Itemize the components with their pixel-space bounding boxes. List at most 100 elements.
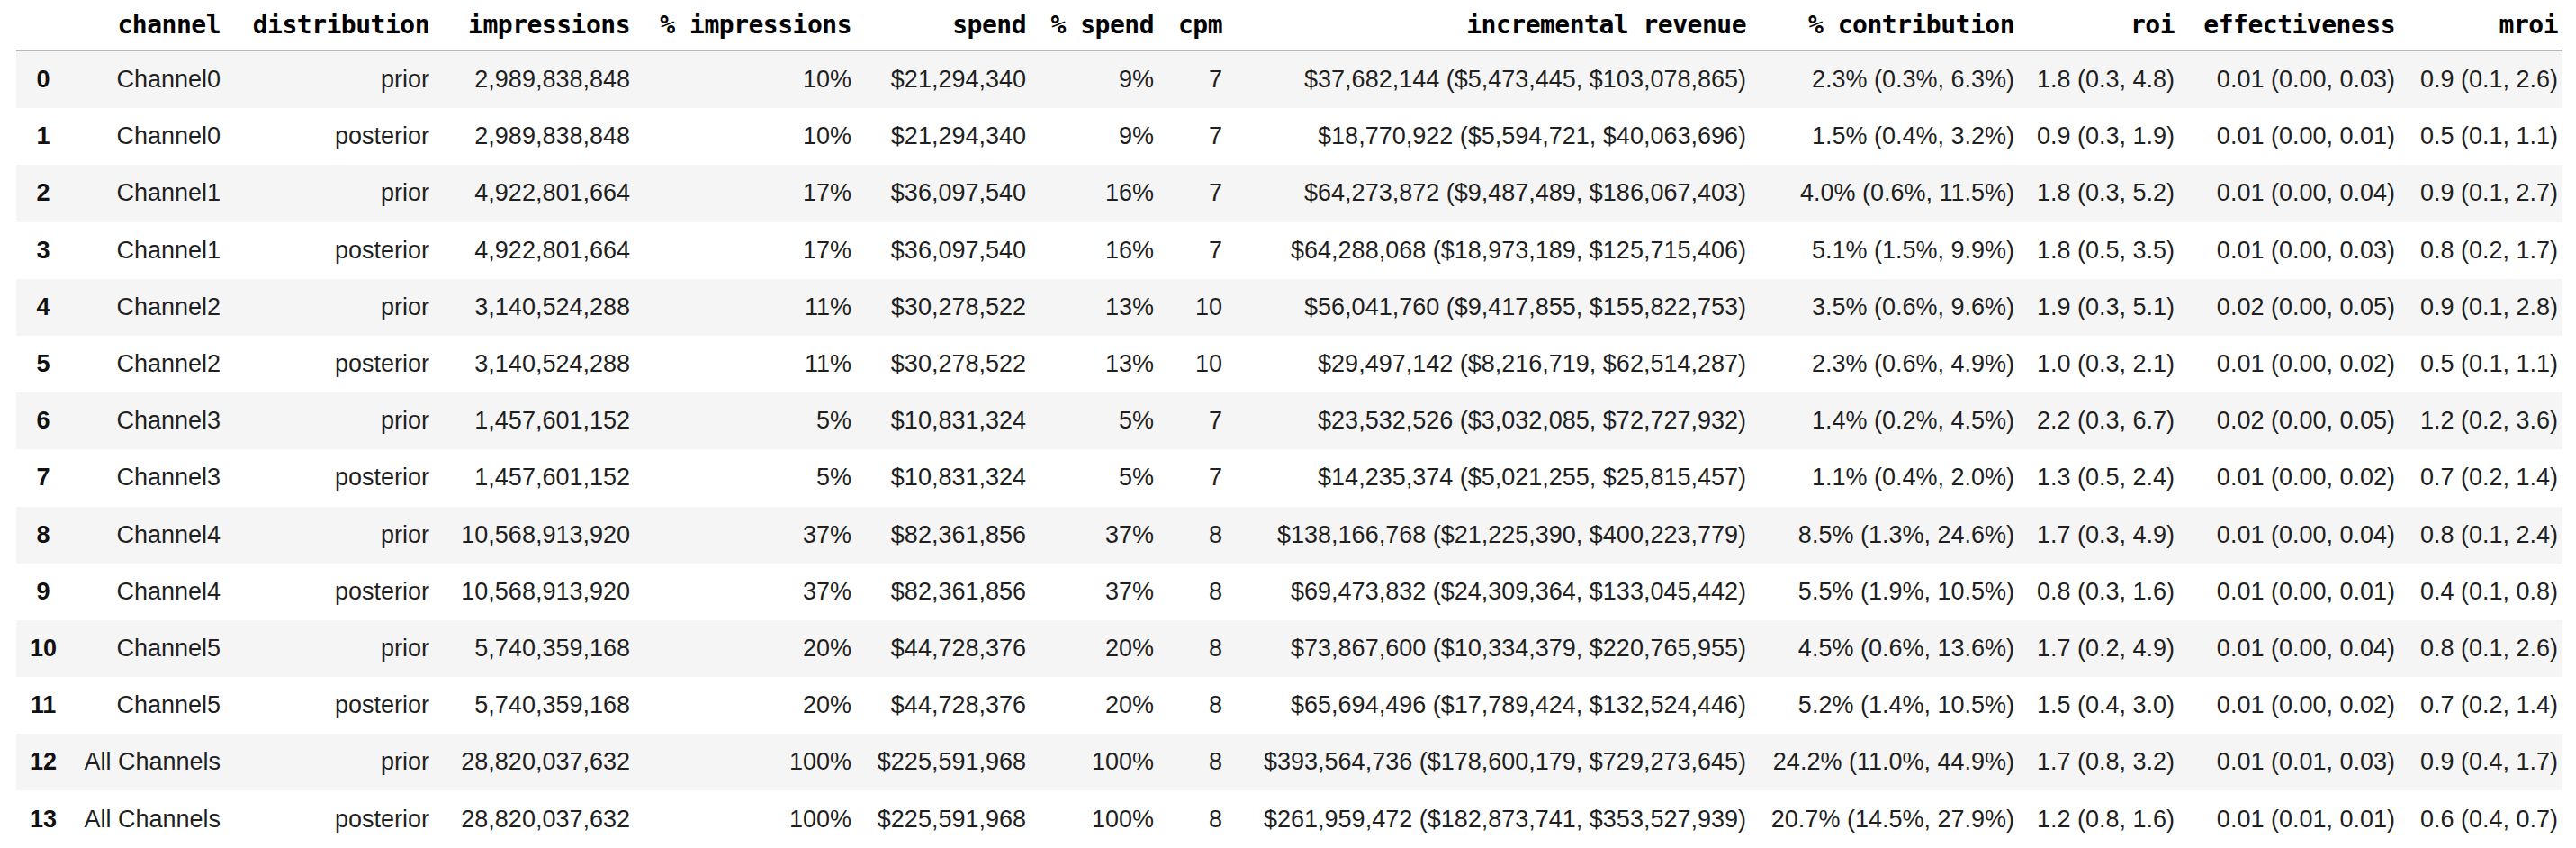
table-row: 5 Channel2 posterior 3,140,524,288 11% $… (16, 336, 2562, 392)
cell-effectiveness: 0.01 (0.00, 0.02) (2175, 336, 2395, 392)
cell-effectiveness: 0.01 (0.00, 0.03) (2175, 222, 2395, 279)
cell-channel: Channel5 (70, 620, 221, 677)
cell-channel: Channel3 (70, 392, 221, 449)
cell-cpm: 8 (1154, 734, 1222, 790)
cell-spend: $30,278,522 (851, 279, 1026, 336)
cell-impressions: 1,457,601,152 (429, 449, 630, 506)
cell-incremental-revenue: $64,288,068 ($18,973,189, $125,715,406) (1222, 222, 1746, 279)
cell-spend: $82,361,856 (851, 564, 1026, 620)
cell-impressions: 10,568,913,920 (429, 507, 630, 564)
cell-pct-spend: 16% (1026, 222, 1154, 279)
cell-roi: 1.8 (0.5, 3.5) (2014, 222, 2175, 279)
cell-incremental-revenue: $138,166,768 ($21,225,390, $400,223,779) (1222, 507, 1746, 564)
cell-pct-impressions: 37% (630, 564, 851, 620)
table-row: 6 Channel3 prior 1,457,601,152 5% $10,83… (16, 392, 2562, 449)
table-row: 2 Channel1 prior 4,922,801,664 17% $36,0… (16, 165, 2562, 221)
cell-effectiveness: 0.01 (0.00, 0.02) (2175, 677, 2395, 734)
cell-incremental-revenue: $73,867,600 ($10,334,379, $220,765,955) (1222, 620, 1746, 677)
cell-impressions: 5,740,359,168 (429, 620, 630, 677)
header-row: channel distribution impressions % impre… (16, 0, 2562, 50)
cell-row-index: 13 (16, 790, 70, 847)
table-row: 10 Channel5 prior 5,740,359,168 20% $44,… (16, 620, 2562, 677)
cell-pct-contribution: 2.3% (0.3%, 6.3%) (1746, 50, 2014, 108)
cell-effectiveness: 0.01 (0.00, 0.04) (2175, 165, 2395, 221)
cell-channel: Channel3 (70, 449, 221, 506)
column-header-roi: roi (2014, 0, 2175, 50)
cell-effectiveness: 0.01 (0.00, 0.01) (2175, 108, 2395, 165)
cell-pct-contribution: 5.5% (1.9%, 10.5%) (1746, 564, 2014, 620)
column-header-mroi: mroi (2395, 0, 2562, 50)
cell-incremental-revenue: $261,959,472 ($182,873,741, $353,527,939… (1222, 790, 1746, 847)
cell-pct-spend: 13% (1026, 279, 1154, 336)
cell-pct-spend: 9% (1026, 50, 1154, 108)
cell-incremental-revenue: $69,473,832 ($24,309,364, $133,045,442) (1222, 564, 1746, 620)
cell-impressions: 2,989,838,848 (429, 50, 630, 108)
cell-mroi: 0.8 (0.1, 2.4) (2395, 507, 2562, 564)
table-header: channel distribution impressions % impre… (16, 0, 2562, 50)
cell-effectiveness: 0.01 (0.01, 0.03) (2175, 734, 2395, 790)
cell-spend: $36,097,540 (851, 222, 1026, 279)
cell-incremental-revenue: $18,770,922 ($5,594,721, $40,063,696) (1222, 108, 1746, 165)
cell-roi: 1.0 (0.3, 2.1) (2014, 336, 2175, 392)
cell-incremental-revenue: $64,273,872 ($9,487,489, $186,067,403) (1222, 165, 1746, 221)
cell-distribution: posterior (221, 449, 429, 506)
column-header-effectiveness: effectiveness (2175, 0, 2395, 50)
cell-mroi: 0.7 (0.2, 1.4) (2395, 677, 2562, 734)
column-header-pct-spend: % spend (1026, 0, 1154, 50)
table-row: 4 Channel2 prior 3,140,524,288 11% $30,2… (16, 279, 2562, 336)
cell-pct-contribution: 2.3% (0.6%, 4.9%) (1746, 336, 2014, 392)
cell-roi: 1.8 (0.3, 4.8) (2014, 50, 2175, 108)
cell-distribution: prior (221, 50, 429, 108)
cell-cpm: 7 (1154, 108, 1222, 165)
cell-spend: $225,591,968 (851, 790, 1026, 847)
cell-effectiveness: 0.02 (0.00, 0.05) (2175, 279, 2395, 336)
cell-incremental-revenue: $65,694,496 ($17,789,424, $132,524,446) (1222, 677, 1746, 734)
cell-cpm: 8 (1154, 677, 1222, 734)
cell-impressions: 10,568,913,920 (429, 564, 630, 620)
cell-effectiveness: 0.01 (0.00, 0.04) (2175, 620, 2395, 677)
table-row: 9 Channel4 posterior 10,568,913,920 37% … (16, 564, 2562, 620)
dataframe-output-page: channel distribution impressions % impre… (0, 0, 2576, 848)
cell-mroi: 0.7 (0.2, 1.4) (2395, 449, 2562, 506)
cell-roi: 1.8 (0.3, 5.2) (2014, 165, 2175, 221)
cell-impressions: 3,140,524,288 (429, 336, 630, 392)
table-row: 3 Channel1 posterior 4,922,801,664 17% $… (16, 222, 2562, 279)
cell-pct-impressions: 11% (630, 279, 851, 336)
cell-pct-contribution: 24.2% (11.0%, 44.9%) (1746, 734, 2014, 790)
cell-pct-spend: 20% (1026, 677, 1154, 734)
cell-pct-impressions: 20% (630, 620, 851, 677)
cell-pct-spend: 9% (1026, 108, 1154, 165)
cell-pct-contribution: 5.2% (1.4%, 10.5%) (1746, 677, 2014, 734)
cell-distribution: posterior (221, 564, 429, 620)
cell-pct-impressions: 37% (630, 507, 851, 564)
cell-roi: 0.9 (0.3, 1.9) (2014, 108, 2175, 165)
cell-spend: $30,278,522 (851, 336, 1026, 392)
cell-cpm: 7 (1154, 392, 1222, 449)
cell-channel: Channel2 (70, 336, 221, 392)
cell-distribution: posterior (221, 336, 429, 392)
cell-distribution: prior (221, 392, 429, 449)
cell-mroi: 0.6 (0.4, 0.7) (2395, 790, 2562, 847)
cell-mroi: 0.8 (0.1, 2.6) (2395, 620, 2562, 677)
cell-pct-contribution: 4.5% (0.6%, 13.6%) (1746, 620, 2014, 677)
column-header-spend: spend (851, 0, 1026, 50)
cell-pct-spend: 37% (1026, 564, 1154, 620)
cell-distribution: prior (221, 165, 429, 221)
cell-distribution: prior (221, 279, 429, 336)
cell-channel: Channel0 (70, 50, 221, 108)
cell-pct-impressions: 10% (630, 108, 851, 165)
cell-pct-impressions: 17% (630, 165, 851, 221)
cell-pct-impressions: 20% (630, 677, 851, 734)
cell-roi: 2.2 (0.3, 6.7) (2014, 392, 2175, 449)
cell-effectiveness: 0.02 (0.00, 0.05) (2175, 392, 2395, 449)
cell-spend: $82,361,856 (851, 507, 1026, 564)
cell-incremental-revenue: $14,235,374 ($5,021,255, $25,815,457) (1222, 449, 1746, 506)
cell-row-index: 5 (16, 336, 70, 392)
cell-pct-contribution: 1.5% (0.4%, 3.2%) (1746, 108, 2014, 165)
cell-row-index: 8 (16, 507, 70, 564)
cell-effectiveness: 0.01 (0.00, 0.01) (2175, 564, 2395, 620)
cell-spend: $21,294,340 (851, 50, 1026, 108)
cell-row-index: 2 (16, 165, 70, 221)
cell-roi: 1.3 (0.5, 2.4) (2014, 449, 2175, 506)
cell-pct-spend: 100% (1026, 734, 1154, 790)
